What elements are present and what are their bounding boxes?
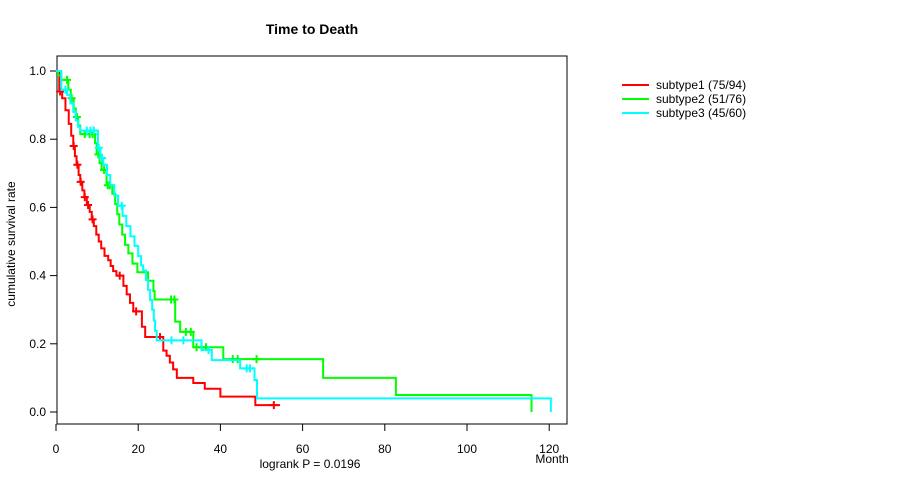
x-tick-label: 100 — [457, 442, 477, 456]
censor-mark-3 — [94, 143, 103, 152]
x-tick-label: 120 — [539, 442, 559, 456]
censor-mark-3 — [204, 345, 213, 354]
y-tick-label: 0.4 — [29, 269, 46, 283]
legend-label-subtype3: subtype3 (45/60) — [656, 106, 747, 120]
censor-mark-2 — [63, 75, 72, 84]
legend: subtype1 (75/94) subtype2 (51/76) subtyp… — [622, 78, 746, 120]
legend-line-subtype2-icon — [622, 98, 649, 100]
survival-curve-3 — [56, 70, 552, 412]
censor-mark-1 — [56, 87, 65, 96]
censor-mark-1 — [84, 201, 93, 210]
legend-row-subtype2: subtype2 (51/76) — [622, 92, 746, 106]
censor-mark-1 — [76, 177, 85, 186]
censor-mark-1 — [73, 160, 82, 169]
x-tick-label: 80 — [378, 442, 392, 456]
censor-mark-2 — [252, 355, 261, 364]
legend-line-subtype3-icon — [622, 112, 649, 114]
censor-mark-3 — [245, 364, 254, 373]
y-tick-label: 0.6 — [29, 200, 46, 214]
censor-mark-3 — [98, 153, 107, 162]
plot-box — [56, 55, 568, 425]
censor-mark-2 — [67, 94, 76, 103]
censor-mark-2 — [186, 327, 195, 336]
x-tick-label: 20 — [132, 442, 146, 456]
censor-mark-1 — [115, 271, 124, 280]
censor-mark-1 — [269, 401, 278, 410]
legend-label-subtype1: subtype1 (75/94) — [656, 78, 747, 92]
survival-curve-2 — [56, 70, 533, 412]
censor-mark-1 — [132, 307, 141, 316]
survival-curve-1 — [56, 70, 280, 407]
censor-mark-3 — [89, 126, 98, 135]
censor-mark-2 — [233, 355, 242, 364]
legend-row-subtype1: subtype1 (75/94) — [622, 78, 746, 92]
x-axis-label: Month — [535, 452, 569, 466]
censor-mark-3 — [61, 85, 70, 94]
x-tick-label: 0 — [53, 442, 60, 456]
legend-row-subtype3: subtype3 (45/60) — [622, 106, 746, 120]
x-tick-label: 60 — [296, 442, 310, 456]
censor-mark-1 — [80, 193, 89, 202]
censor-mark-3 — [167, 336, 176, 345]
censor-mark-2 — [170, 295, 179, 304]
y-tick-label: 0.2 — [29, 337, 46, 351]
legend-label-subtype2: subtype2 (51/76) — [656, 92, 747, 106]
legend-line-subtype1-icon — [622, 84, 649, 86]
censor-mark-3 — [179, 336, 188, 345]
censor-mark-1 — [88, 215, 97, 224]
chart-title: Time to Death — [265, 21, 359, 37]
x-tick-label: 40 — [214, 442, 228, 456]
censor-mark-1 — [69, 142, 78, 151]
y-tick-label: 0.0 — [29, 405, 46, 419]
y-tick-label: 1.0 — [29, 64, 46, 78]
logrank-pvalue-text: logrank P = 0.0196 — [259, 457, 361, 471]
y-tick-label: 0.8 — [29, 132, 46, 146]
censor-mark-3 — [117, 201, 126, 210]
